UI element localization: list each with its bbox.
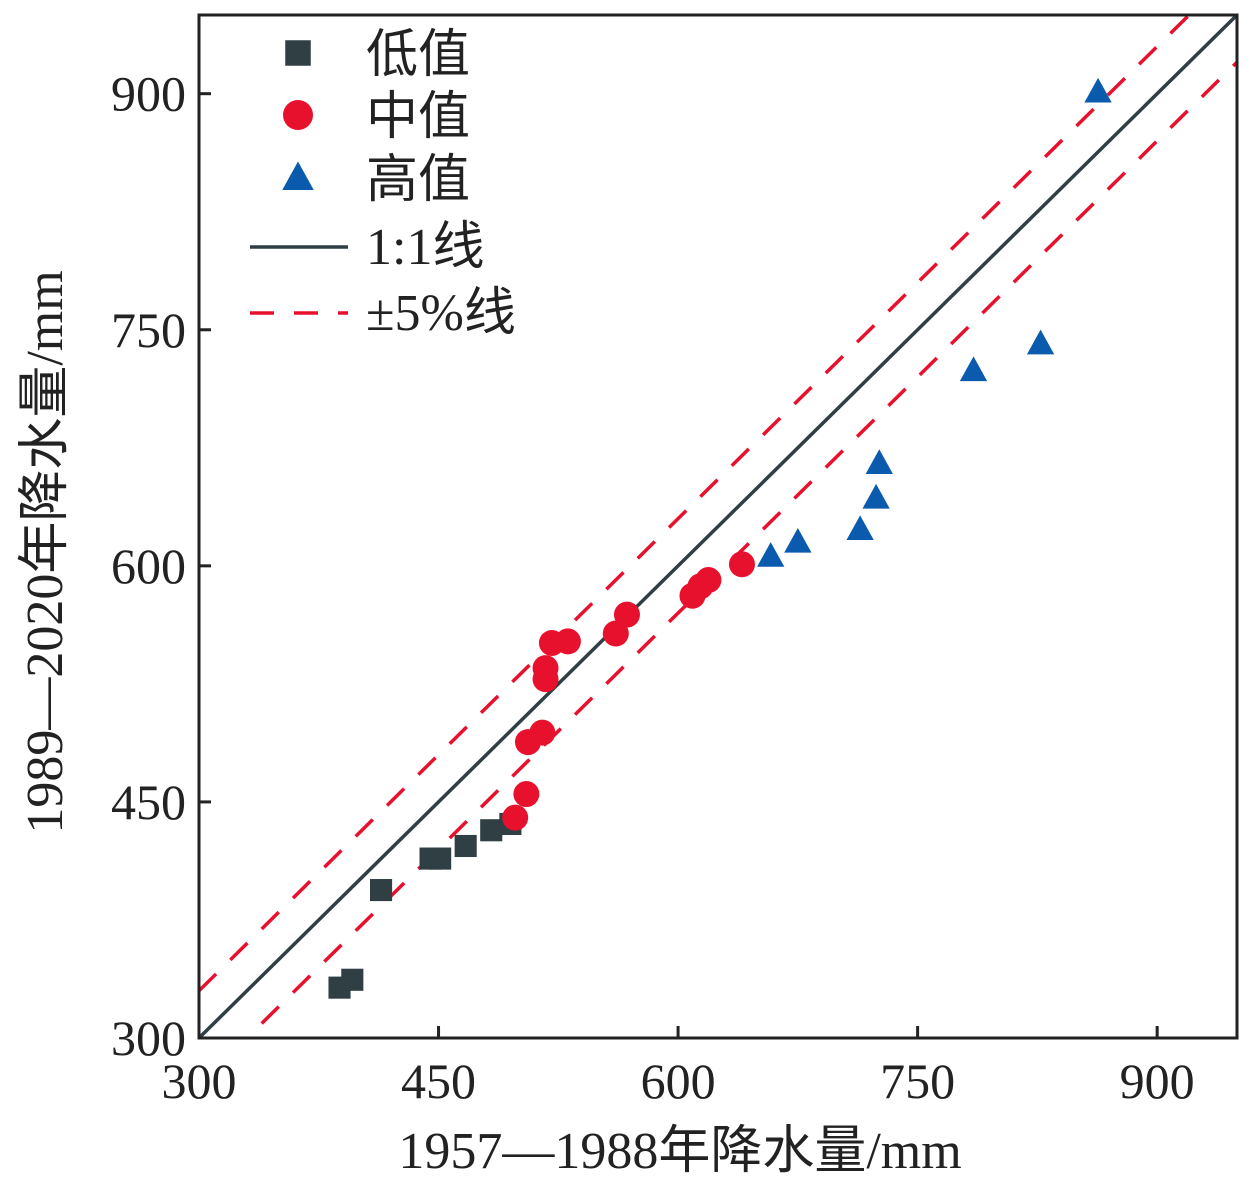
- point-triangle: [959, 356, 988, 382]
- point-square: [429, 847, 452, 870]
- point-circle: [513, 781, 540, 808]
- y-tick-label: 300: [111, 1010, 186, 1066]
- legend-label: 高值: [366, 152, 470, 209]
- x-tick-label: 900: [1120, 1053, 1195, 1109]
- point-circle: [502, 804, 529, 831]
- point-circle: [695, 567, 722, 594]
- y-tick-label: 600: [111, 538, 186, 594]
- legend-label: 低值: [366, 27, 470, 84]
- point-circle: [529, 719, 556, 746]
- legend-label: 中值: [366, 89, 470, 146]
- point-circle: [728, 551, 755, 578]
- point-triangle: [865, 449, 893, 474]
- data-points: [328, 77, 1112, 999]
- x-tick-label: 450: [401, 1053, 476, 1109]
- legend-marker-square: [285, 40, 311, 66]
- reference-lines: [199, 15, 1237, 1038]
- point-square: [341, 968, 364, 991]
- point-circle: [532, 655, 559, 682]
- legend-label: 1:1线: [366, 219, 484, 276]
- axis-ticks: 300 450 600 750 900 300 450 600 750 900: [111, 66, 1195, 1109]
- point-square: [480, 819, 503, 842]
- x-tick-label: 600: [641, 1053, 716, 1109]
- x-tick-label: 750: [880, 1053, 955, 1109]
- point-triangle: [846, 515, 874, 541]
- minus-5pct-line: [244, 60, 1237, 1038]
- point-circle: [613, 601, 640, 628]
- point-square: [369, 879, 393, 902]
- plot-frame: [197, 13, 1239, 1040]
- point-triangle: [757, 542, 785, 567]
- point-triangle: [1084, 77, 1112, 103]
- y-axis-label: 1989—2020年降水量/mm: [17, 270, 74, 833]
- legend-marker-triangle: [282, 161, 314, 190]
- point-circle: [602, 620, 629, 647]
- one-to-one-line: [199, 15, 1237, 1038]
- x-tick-label: 300: [162, 1053, 237, 1109]
- legend-label: ±5%线: [366, 285, 516, 342]
- y-tick-label: 900: [111, 66, 186, 122]
- point-triangle: [1026, 329, 1055, 355]
- point-triangle: [784, 527, 812, 553]
- point-square: [454, 834, 477, 858]
- point-circle: [554, 628, 581, 655]
- y-tick-label: 750: [111, 302, 186, 358]
- x-axis-label: 1957—1988年降水量/mm: [398, 1123, 961, 1180]
- legend-marker-circle: [283, 100, 313, 130]
- y-tick-label: 450: [111, 774, 186, 830]
- plus-5pct-line: [199, 15, 1192, 993]
- point-triangle: [862, 483, 890, 509]
